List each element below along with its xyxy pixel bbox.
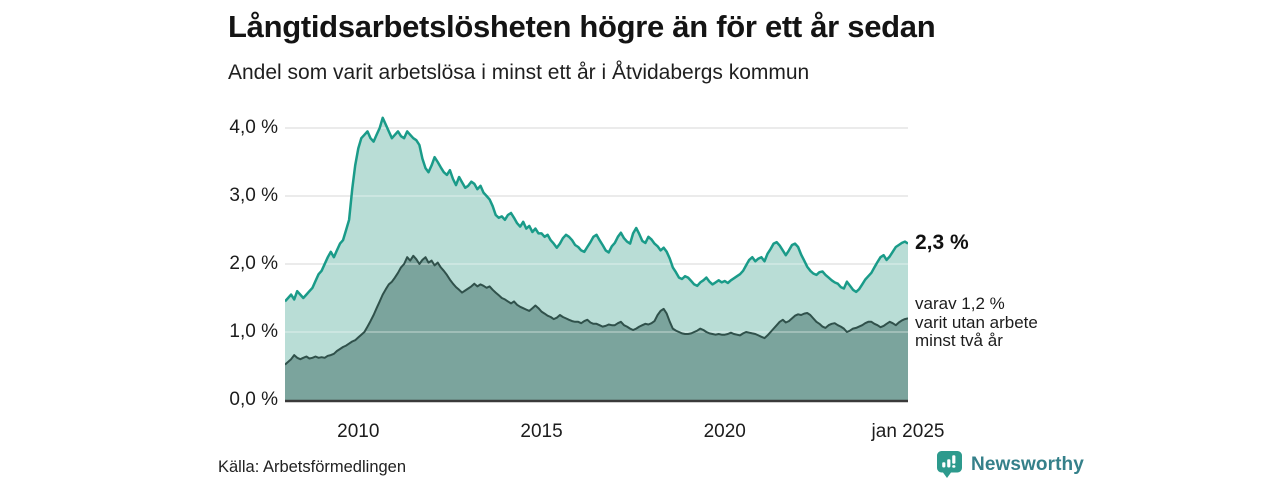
annotation-two-year-line: varit utan arbete xyxy=(915,312,1038,332)
y-axis-tick-label: 3,0 % xyxy=(229,185,278,206)
plot-area xyxy=(285,116,908,403)
annotation-two-year-note: varav 1,2 % varit utan arbete minst två … xyxy=(915,294,1038,351)
x-axis-tick-label: 2020 xyxy=(703,421,746,442)
x-axis-tick-label: 2015 xyxy=(520,421,563,442)
y-axis-tick-label: 2,0 % xyxy=(229,253,278,274)
y-axis-tick-label: 1,0 % xyxy=(229,321,278,342)
annotation-two-year-line: varav 1,2 % xyxy=(915,294,1005,313)
y-axis-tick-label: 0,0 % xyxy=(229,389,278,410)
y-axis-tick-label: 4,0 % xyxy=(229,117,278,138)
source-note: Källa: Arbetsförmedlingen xyxy=(218,458,407,476)
annotation-two-year-line: minst två år xyxy=(915,331,1003,350)
chart-subtitle: Andel som varit arbetslösa i minst ett å… xyxy=(228,61,810,84)
x-axis-tick-label: jan 2025 xyxy=(871,421,945,442)
chart-title: Långtidsarbetslösheten högre än för ett … xyxy=(228,9,936,44)
newsworthy-pin-icon xyxy=(937,451,962,478)
brand-logo: Newsworthy xyxy=(936,450,1084,479)
x-axis-tick-label: 2010 xyxy=(337,421,380,442)
brand-name: Newsworthy xyxy=(971,453,1084,475)
annotation-latest-value: 2,3 % xyxy=(915,231,969,254)
